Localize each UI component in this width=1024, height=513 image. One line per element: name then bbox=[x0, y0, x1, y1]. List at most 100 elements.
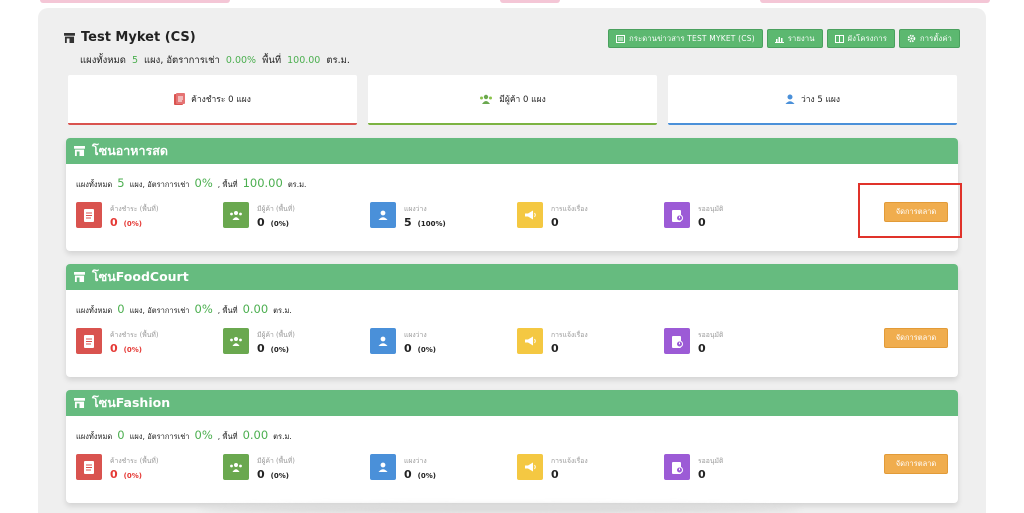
zone-header: โซนFashion bbox=[66, 390, 958, 416]
stat-overdue: ค้างชำระ (พื้นที่) 0 (0%) bbox=[76, 202, 223, 229]
header-actions: กระดานข่าวสาร TEST MYKET (CS) รายงาน ผัง… bbox=[608, 29, 960, 48]
vacant-label: ว่าง 5 แผง bbox=[800, 95, 841, 105]
stat-label: แผงว่าง bbox=[404, 331, 427, 339]
zone-stats: ค้างชำระ (พื้นที่) 0 (0%) มีผู้ค้า (พื้นที… bbox=[76, 202, 811, 229]
stat-value: 0 bbox=[698, 468, 706, 481]
stat-value: 0 bbox=[404, 342, 412, 355]
rent-label: แผง, อัตราการเช่า bbox=[143, 55, 220, 66]
user-icon bbox=[785, 94, 795, 104]
stat-percent: (0%) bbox=[270, 220, 289, 228]
stat-complaints: การแจ้งเรื่อง 0 bbox=[517, 454, 664, 481]
market-panel: Test Myket (CS) แผงทั้งหมด 5 แผง, อัตราก… bbox=[38, 8, 986, 513]
stat-label: แผงว่าง bbox=[404, 205, 427, 213]
user-icon bbox=[370, 202, 396, 228]
gear-icon bbox=[907, 34, 916, 43]
stalls-label: แผงทั้งหมด bbox=[80, 55, 126, 66]
manage-market-button[interactable]: จัดการตลาด bbox=[884, 328, 948, 348]
stat-percent: (0%) bbox=[123, 472, 142, 480]
manage-market-button[interactable]: จัดการตลาด bbox=[884, 454, 948, 474]
megaphone-icon bbox=[517, 202, 543, 228]
users-icon bbox=[223, 328, 249, 354]
stat-label: รออนุมัติ bbox=[698, 331, 724, 339]
megaphone-icon bbox=[517, 328, 543, 354]
zone-card: โซนFashion แผงทั้งหมด 0 แผง, อัตราการเช่… bbox=[66, 390, 958, 503]
stat-value: 0 bbox=[257, 342, 265, 355]
zone-rent-label: แผง, อัตราการเช่า bbox=[129, 432, 190, 441]
stat-vacant: แผงว่าง 0 (0%) bbox=[370, 454, 517, 481]
stat-complaints: การแจ้งเรื่อง 0 bbox=[517, 328, 664, 355]
zone-card: โซนอาหารสด แผงทั้งหมด 5 แผง, อัตราการเช่… bbox=[66, 138, 958, 251]
vacant-card[interactable]: ว่าง 5 แผง bbox=[668, 75, 957, 125]
stat-label: มีผู้ค้า (พื้นที่) bbox=[257, 331, 295, 339]
stat-occupied: มีผู้ค้า (พื้นที่) 0 (0%) bbox=[223, 328, 370, 355]
stat-label: การแจ้งเรื่อง bbox=[551, 457, 588, 465]
market-header: Test Myket (CS) แผงทั้งหมด 5 แผง, อัตราก… bbox=[64, 30, 350, 68]
clipboard-clock-icon bbox=[664, 202, 690, 228]
stat-occupied: มีผู้ค้า (พื้นที่) 0 (0%) bbox=[223, 202, 370, 229]
stat-label: การแจ้งเรื่อง bbox=[551, 331, 588, 339]
zone-stalls-count: 5 bbox=[117, 176, 125, 190]
stat-complaints: การแจ้งเรื่อง 0 bbox=[517, 202, 664, 229]
stat-label: การแจ้งเรื่อง bbox=[551, 205, 588, 213]
zone-title: โซนอาหารสด bbox=[92, 143, 168, 158]
zone-stalls-label: แผงทั้งหมด bbox=[76, 306, 113, 315]
zone-area-value: 0.00 bbox=[242, 428, 269, 442]
bar-chart-icon bbox=[774, 36, 784, 43]
zone-area-unit: ตร.ม. bbox=[273, 306, 292, 315]
board-icon bbox=[616, 34, 626, 43]
document-icon bbox=[76, 328, 102, 354]
stat-vacant: แผงว่าง 5 (100%) bbox=[370, 202, 517, 229]
store-icon bbox=[74, 272, 85, 282]
area-unit: ตร.ม. bbox=[326, 55, 350, 66]
manage-market-button[interactable]: จัดการตลาด bbox=[884, 202, 948, 222]
zone-area-value: 0.00 bbox=[242, 302, 269, 316]
zone-area-label: , พื้นที่ bbox=[217, 180, 238, 189]
zone-card: โซนFoodCourt แผงทั้งหมด 0 แผง, อัตราการเ… bbox=[66, 264, 958, 377]
stat-pending: รออนุมัติ 0 bbox=[664, 202, 811, 229]
stat-occupied: มีผู้ค้า (พื้นที่) 0 (0%) bbox=[223, 454, 370, 481]
overdue-card[interactable]: ค้างชำระ 0 แผง bbox=[68, 75, 357, 125]
stat-vacant: แผงว่าง 0 (0%) bbox=[370, 328, 517, 355]
stat-value: 0 bbox=[257, 468, 265, 481]
map-icon bbox=[834, 34, 844, 43]
user-icon bbox=[370, 454, 396, 480]
stat-percent: (0%) bbox=[417, 472, 436, 480]
overdue-label: ค้างชำระ 0 แผง bbox=[191, 95, 251, 105]
project-map-button[interactable]: ผังโครงการ bbox=[826, 29, 896, 48]
stat-label: ค้างชำระ (พื้นที่) bbox=[110, 457, 159, 465]
stat-value: 5 bbox=[404, 216, 412, 229]
zone-header: โซนอาหารสด bbox=[66, 138, 958, 164]
page-title: Test Myket (CS) bbox=[81, 30, 196, 45]
stat-percent: (0%) bbox=[417, 346, 436, 354]
zone-summary: แผงทั้งหมด 5 แผง, อัตราการเช่า 0% , พื้น… bbox=[76, 176, 958, 191]
zone-area-unit: ตร.ม. bbox=[273, 432, 292, 441]
zone-stalls-count: 0 bbox=[117, 428, 125, 442]
user-icon bbox=[370, 328, 396, 354]
stat-value: 0 bbox=[551, 216, 559, 229]
market-summary-line: แผงทั้งหมด 5 แผง, อัตราการเช่า 0.00% พื้… bbox=[64, 53, 350, 68]
area-value: 100.00 bbox=[287, 55, 321, 66]
stat-overdue: ค้างชำระ (พื้นที่) 0 (0%) bbox=[76, 328, 223, 355]
area-label: พื้นที่ bbox=[262, 55, 282, 66]
top-strip bbox=[0, 0, 1024, 3]
stat-value: 0 bbox=[110, 342, 118, 355]
store-icon bbox=[64, 32, 75, 43]
stat-label: รออนุมัติ bbox=[698, 457, 724, 465]
zone-rent-rate: 0% bbox=[194, 428, 213, 442]
stat-value: 0 bbox=[257, 216, 265, 229]
zone-stats: ค้างชำระ (พื้นที่) 0 (0%) มีผู้ค้า (พื้นที… bbox=[76, 454, 811, 481]
stat-label: ค้างชำระ (พื้นที่) bbox=[110, 205, 159, 213]
stat-percent: (0%) bbox=[270, 346, 289, 354]
zone-stalls-label: แผงทั้งหมด bbox=[76, 432, 113, 441]
occupied-card[interactable]: มีผู้ค้า 0 แผง bbox=[368, 75, 657, 125]
project-map-label: ผังโครงการ bbox=[847, 33, 888, 43]
settings-label: การตั้งค่า bbox=[920, 33, 952, 43]
megaphone-icon bbox=[517, 454, 543, 480]
report-button[interactable]: รายงาน bbox=[766, 29, 823, 48]
zone-area-unit: ตร.ม. bbox=[287, 180, 307, 189]
news-board-button[interactable]: กระดานข่าวสาร TEST MYKET (CS) bbox=[608, 29, 763, 48]
settings-button[interactable]: การตั้งค่า bbox=[899, 29, 960, 48]
stat-value: 0 bbox=[110, 216, 118, 229]
stat-value: 0 bbox=[404, 468, 412, 481]
zone-rent-rate: 0% bbox=[194, 176, 213, 190]
